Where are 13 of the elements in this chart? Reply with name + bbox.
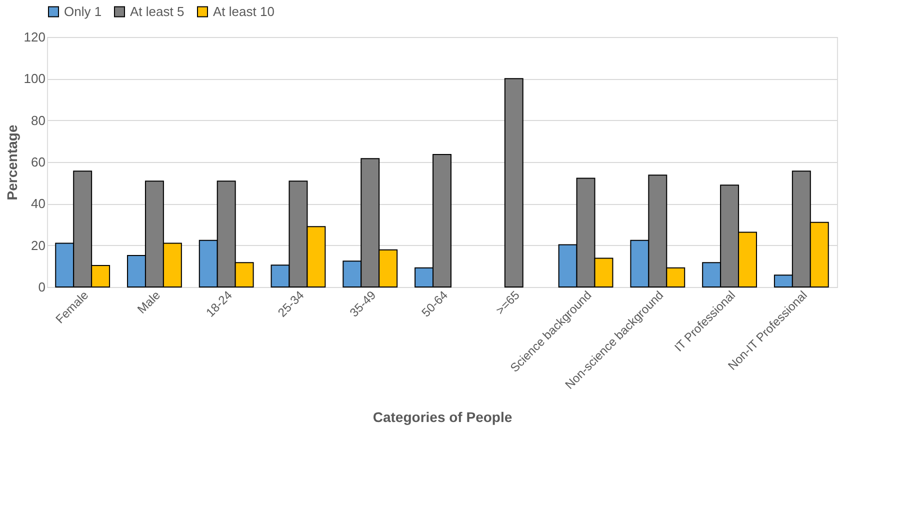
y-tick-label: 80 — [31, 112, 46, 128]
y-tick-label: 0 — [38, 280, 46, 294]
x-axis-title: Categories of People — [372, 409, 512, 426]
y-tick-label: 20 — [31, 238, 46, 253]
y-tick-label: 60 — [31, 154, 46, 170]
legend-label: Only 1 — [64, 4, 102, 19]
bar — [504, 78, 524, 288]
legend-label: At least 10 — [213, 4, 274, 19]
y-axis-title: Percentage — [4, 124, 20, 200]
y-tick-label: 40 — [31, 196, 46, 212]
y-tick-label: 120 — [24, 30, 46, 44]
y-tick-label: 100 — [24, 71, 46, 86]
legend-label: At least 5 — [130, 4, 184, 19]
